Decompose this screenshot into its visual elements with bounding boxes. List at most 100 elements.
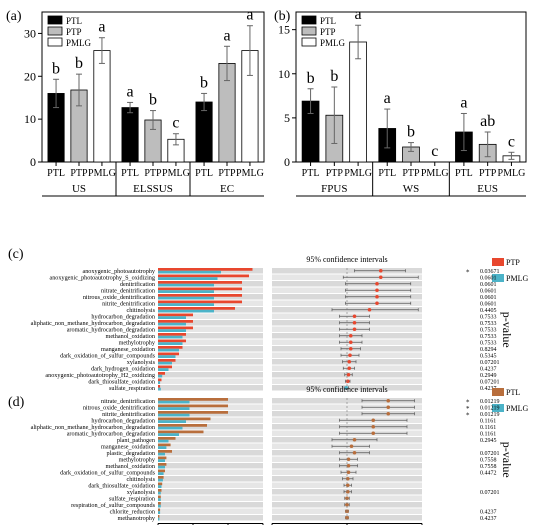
panel-label: (c) (8, 247, 24, 262)
group-label: FPUS (321, 183, 347, 195)
diff-point (346, 372, 351, 377)
row-background (158, 326, 263, 332)
diff-point (346, 463, 351, 468)
proportion-bar-a (158, 469, 165, 473)
proportion-bar-a (158, 287, 242, 291)
proportion-bar-b (158, 355, 176, 358)
feature-label: methylotrophy (119, 457, 156, 464)
legend-swatch (47, 15, 63, 25)
diff-point (352, 450, 357, 455)
panel-label: (d) (8, 395, 25, 410)
proportion-bar-b (158, 478, 163, 482)
diff-point (378, 268, 383, 273)
x-tick-label: PMLG (162, 168, 190, 179)
diff-point (345, 489, 350, 494)
significance-letter: a (355, 6, 362, 23)
p-value: 0.0601 (480, 282, 497, 288)
proportion-bar-b (158, 361, 172, 365)
feature-label: hydrocarbon_degradation (91, 418, 155, 425)
x-tick-label: PTP (70, 168, 88, 179)
ci-title: 95% confidence intervals (306, 255, 387, 264)
row-background (272, 411, 422, 417)
proportion-bar-b (158, 270, 221, 274)
row-background (158, 463, 263, 469)
proportion-bar-a (158, 313, 193, 317)
proportion-bar-b (158, 290, 214, 293)
legend-swatch (492, 388, 504, 396)
proportion-bar-a (158, 268, 253, 271)
diff-point (375, 294, 379, 299)
diff-point (345, 515, 349, 520)
row-background (158, 313, 263, 319)
p-value: 0.0601 (480, 295, 497, 301)
diff-point (347, 366, 352, 371)
proportion-bar-a (158, 372, 165, 375)
p-value: 0.4237 (480, 386, 497, 392)
group-label: US (72, 183, 86, 195)
proportion-bar-b (158, 309, 214, 313)
row-background (158, 365, 263, 371)
diff-point (367, 307, 372, 312)
diff-point (352, 437, 357, 442)
p-value: 0.7533 (480, 321, 497, 327)
y-tick-label: 15 (278, 23, 290, 37)
diff-point (345, 379, 350, 384)
diff-point (348, 340, 353, 345)
diff-point (348, 333, 353, 338)
x-tick-label: PTL (47, 168, 65, 179)
p-value: 0.2949 (480, 373, 497, 379)
feature-label: dark_oxidation_of_sulfur_compounds (60, 353, 155, 360)
proportion-bar-a (158, 417, 211, 421)
p-value: 0.01219 (480, 412, 500, 418)
proportion-bar-b (158, 335, 183, 339)
legend-label: PTP (320, 27, 336, 37)
feature-label: anoxygenic_photoautotrophy_S_oxidizing (49, 275, 155, 282)
row-background (158, 489, 263, 495)
proportion-bar-b (158, 485, 162, 488)
feature-label: plant_pathogen (117, 437, 155, 444)
x-tick-label: PTP (326, 168, 344, 179)
significance-letter: ab (480, 113, 495, 130)
row-background (158, 378, 263, 384)
p-value: 0.01219 (480, 406, 500, 412)
p-value: 0.0601 (480, 289, 497, 295)
significance-letter: b (307, 70, 315, 87)
feature-label: aromatic_hydrocarbon_degradation (67, 327, 155, 334)
panel-label: (a) (6, 9, 22, 24)
diff-point (386, 405, 391, 410)
significance-star: * (466, 412, 470, 420)
proportion-bar-b (158, 452, 165, 456)
diff-point (345, 502, 349, 507)
row-background (158, 424, 263, 430)
p-value: 0.4237 (480, 367, 497, 373)
p-value: 0.7533 (480, 315, 497, 321)
p-value: 0.07201 (480, 380, 500, 386)
significance-letter: a (384, 90, 391, 107)
row-background (158, 482, 263, 488)
feature-label: nitrite_denitrification (102, 411, 155, 418)
feature-label: methylotrophy (119, 340, 156, 347)
proportion-bar-a (158, 352, 179, 356)
feature-label: methanol_oxidation (106, 463, 156, 470)
legend-swatch (492, 404, 504, 412)
p-value: 0.7533 (480, 328, 497, 334)
diff-point (345, 483, 350, 488)
bar (121, 107, 139, 163)
proportion-bar-b (158, 491, 161, 495)
row-background (158, 469, 263, 475)
legend-swatch (47, 26, 63, 36)
diff-point (346, 470, 351, 475)
proportion-bar-b (158, 374, 163, 378)
proportion-bar-b (158, 511, 161, 514)
x-tick-label: PTP (218, 168, 236, 179)
p-value: 0.07201 (480, 451, 500, 457)
row-background (158, 456, 263, 462)
feature-label: hydrocarbon_degradation (91, 314, 155, 321)
feature-label: nitrate_denitrification (101, 398, 155, 405)
proportion-bar-b (158, 342, 183, 345)
p-value: 0.7533 (480, 334, 497, 340)
feature-label: plastic_degradation (107, 450, 155, 457)
p-value: 0.1161 (480, 425, 496, 431)
